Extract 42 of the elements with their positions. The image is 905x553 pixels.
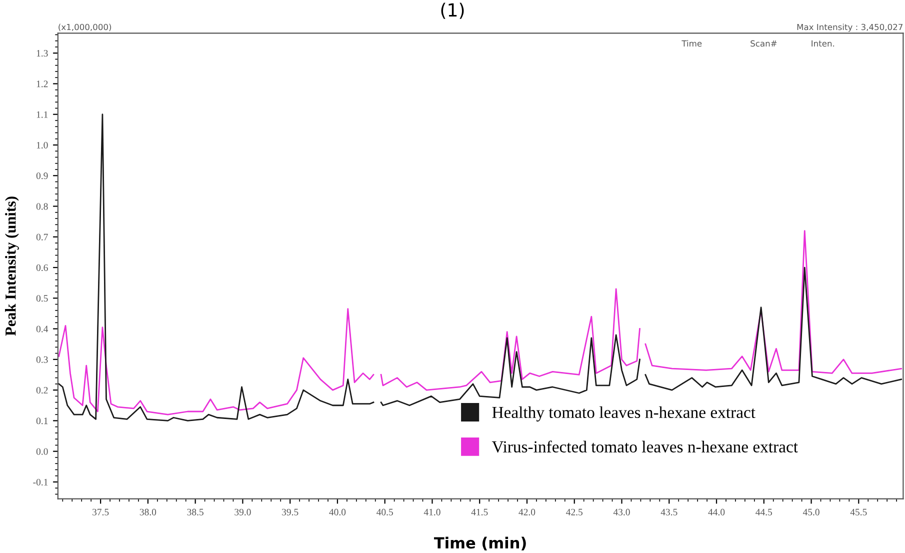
legend-label: Virus-infected tomato leaves n-hexane extract <box>492 440 798 453</box>
x-tick-label: 43.0 <box>613 508 630 516</box>
x-tick-label: 40.0 <box>329 508 346 516</box>
x-tick-label: 44.5 <box>756 508 772 516</box>
x-tick-label: 39.0 <box>234 508 251 516</box>
x-tick-label: 41.0 <box>424 508 440 516</box>
annotation: Inten. <box>812 40 834 47</box>
y-tick-label: 0.9 <box>36 172 48 180</box>
y-tick-label: 1.0 <box>36 142 48 149</box>
x-tick-label: 42.0 <box>518 508 536 516</box>
annotation: Scan# <box>750 40 777 47</box>
x-tick-label: 43.5 <box>660 508 678 516</box>
y-tick-label: 0.1 <box>36 418 48 424</box>
x-tick-label: 45.5 <box>850 508 867 516</box>
annotation: Time <box>682 40 702 47</box>
y-tick-label: 0.8 <box>36 203 48 210</box>
y-tick-label: 0.6 <box>36 264 48 272</box>
y-tick-label: 0.7 <box>36 234 48 240</box>
x-tick-label: 38.5 <box>187 508 204 516</box>
x-tick-label: 38.0 <box>140 508 156 516</box>
x-axis-title: Time (min) <box>434 536 526 550</box>
legend-label: Healthy tomato leaves n-hexane extract <box>492 406 756 422</box>
text: (x1,000,000) <box>58 24 112 32</box>
x-tick-label: 39.5 <box>282 508 298 516</box>
text: Max Intensity : 3,450,027 <box>797 24 902 32</box>
chart-title: (1) <box>441 2 464 19</box>
y-tick-label: 0.3 <box>36 356 48 363</box>
y-tick-label: 1.1 <box>36 111 48 118</box>
y-tick-label: 1.3 <box>36 50 48 57</box>
y-tick-label: 0.5 <box>36 295 48 302</box>
y-tick-label: 0.0 <box>36 448 48 455</box>
x-tick-label: 41.5 <box>471 508 488 516</box>
x-tick-label: 40.5 <box>376 508 393 516</box>
y-tick-label: -0.1 <box>33 478 48 486</box>
y-tick-label: 0.2 <box>36 386 48 394</box>
x-tick-label: 37.5 <box>92 508 109 516</box>
x-tick-label: 44.0 <box>708 508 725 516</box>
y-tick-label: 1.2 <box>36 80 48 88</box>
x-tick-label: 42.5 <box>566 508 582 516</box>
x-tick-label: 45.0 <box>802 508 820 516</box>
y-axis-title: Peak Intensity (units) <box>5 196 19 336</box>
y-tick-label: 0.4 <box>36 326 48 332</box>
